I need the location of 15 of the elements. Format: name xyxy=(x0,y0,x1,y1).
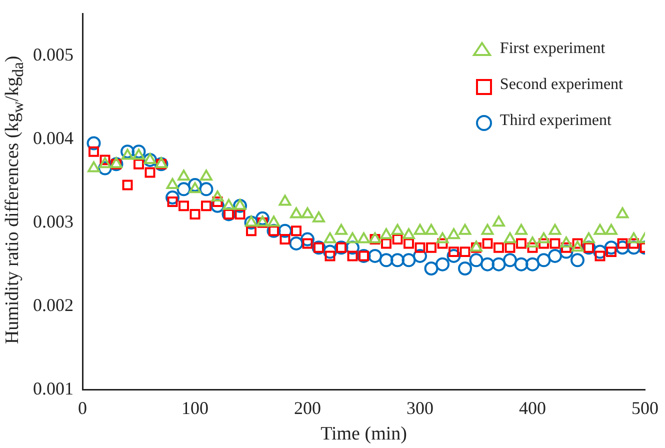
x-tick-label: 500 xyxy=(632,398,658,418)
x-tick-label: 100 xyxy=(182,398,208,418)
y-tick-label: 0.003 xyxy=(33,211,74,232)
x-tick-label: 0 xyxy=(78,398,87,418)
y-tick-label: 0.002 xyxy=(33,294,74,315)
legend-label: First experiment xyxy=(500,40,606,58)
x-tick-label: 300 xyxy=(406,398,434,418)
legend-label: Second experiment xyxy=(500,76,623,94)
y-tick-label: 0.004 xyxy=(33,128,74,148)
y-tick-label: 0.005 xyxy=(33,44,74,64)
x-tick-label: 400 xyxy=(519,398,546,418)
legend-label: Third experiment xyxy=(500,112,612,130)
y-tick-label: 0.001 xyxy=(33,378,74,398)
x-tick-label: 200 xyxy=(294,398,321,418)
x-axis-title: Time (min) xyxy=(320,424,407,445)
